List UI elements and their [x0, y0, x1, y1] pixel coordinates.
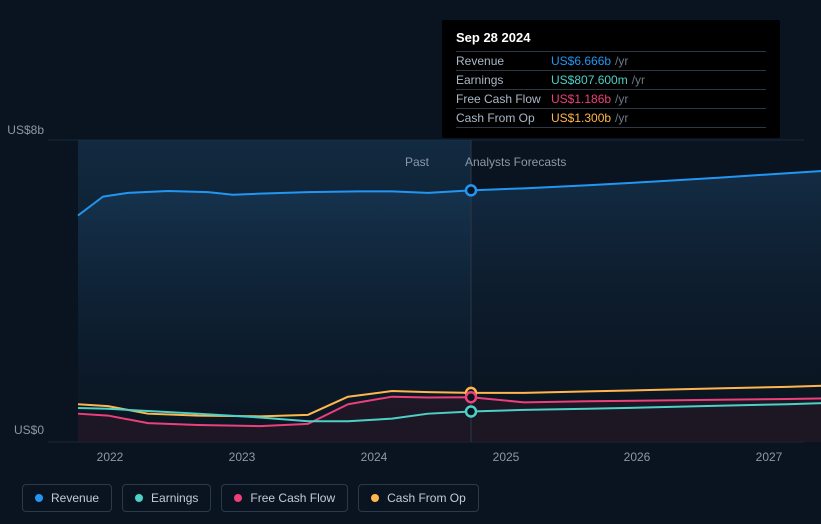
legend-label: Cash From Op: [387, 491, 466, 505]
tooltip-row-unit: /yr: [632, 73, 645, 87]
x-axis-label: 2027: [739, 450, 799, 464]
y-axis-label: US$0: [4, 423, 44, 437]
tooltip-row-value: US$6.666b/yr: [551, 54, 766, 68]
tooltip-row-label: Cash From Op: [456, 111, 551, 125]
y-axis-label: US$8b: [4, 123, 44, 137]
tooltip-row: Cash From OpUS$1.300b/yr: [456, 109, 766, 128]
legend-item-revenue[interactable]: Revenue: [22, 484, 112, 512]
legend-dot-icon: [35, 494, 43, 502]
legend-label: Earnings: [151, 491, 198, 505]
tooltip-row-unit: /yr: [615, 54, 628, 68]
legend-dot-icon: [371, 494, 379, 502]
tooltip-row-unit: /yr: [615, 92, 628, 106]
legend-label: Revenue: [51, 491, 99, 505]
x-axis-label: 2026: [607, 450, 667, 464]
tooltip-row: Free Cash FlowUS$1.186b/yr: [456, 90, 766, 109]
tooltip-row-value: US$1.300b/yr: [551, 111, 766, 125]
tooltip-title: Sep 28 2024: [456, 30, 766, 45]
legend-item-earnings[interactable]: Earnings: [122, 484, 211, 512]
x-axis-label: 2022: [80, 450, 140, 464]
legend: Revenue Earnings Free Cash Flow Cash From O…: [22, 484, 479, 512]
legend-dot-icon: [135, 494, 143, 502]
tooltip-row-value: US$1.186b/yr: [551, 92, 766, 106]
past-label: Past: [405, 155, 429, 169]
legend-label: Free Cash Flow: [250, 491, 335, 505]
tooltip-row-value: US$807.600m/yr: [551, 73, 766, 87]
tooltip-row-label: Revenue: [456, 54, 551, 68]
x-axis-label: 2024: [344, 450, 404, 464]
legend-item-cash-from-op[interactable]: Cash From Op: [358, 484, 479, 512]
forecast-label: Analysts Forecasts: [465, 155, 566, 169]
tooltip-row: EarningsUS$807.600m/yr: [456, 71, 766, 90]
x-axis-label: 2023: [212, 450, 272, 464]
tooltip: Sep 28 2024 RevenueUS$6.666b/yrEarningsU…: [442, 20, 780, 138]
tooltip-row: RevenueUS$6.666b/yr: [456, 52, 766, 71]
tooltip-table: RevenueUS$6.666b/yrEarningsUS$807.600m/y…: [456, 51, 766, 128]
tooltip-row-label: Earnings: [456, 73, 551, 87]
legend-item-free-cash-flow[interactable]: Free Cash Flow: [221, 484, 348, 512]
legend-dot-icon: [234, 494, 242, 502]
tooltip-row-unit: /yr: [615, 111, 628, 125]
tooltip-row-label: Free Cash Flow: [456, 92, 551, 106]
x-axis-label: 2025: [476, 450, 536, 464]
